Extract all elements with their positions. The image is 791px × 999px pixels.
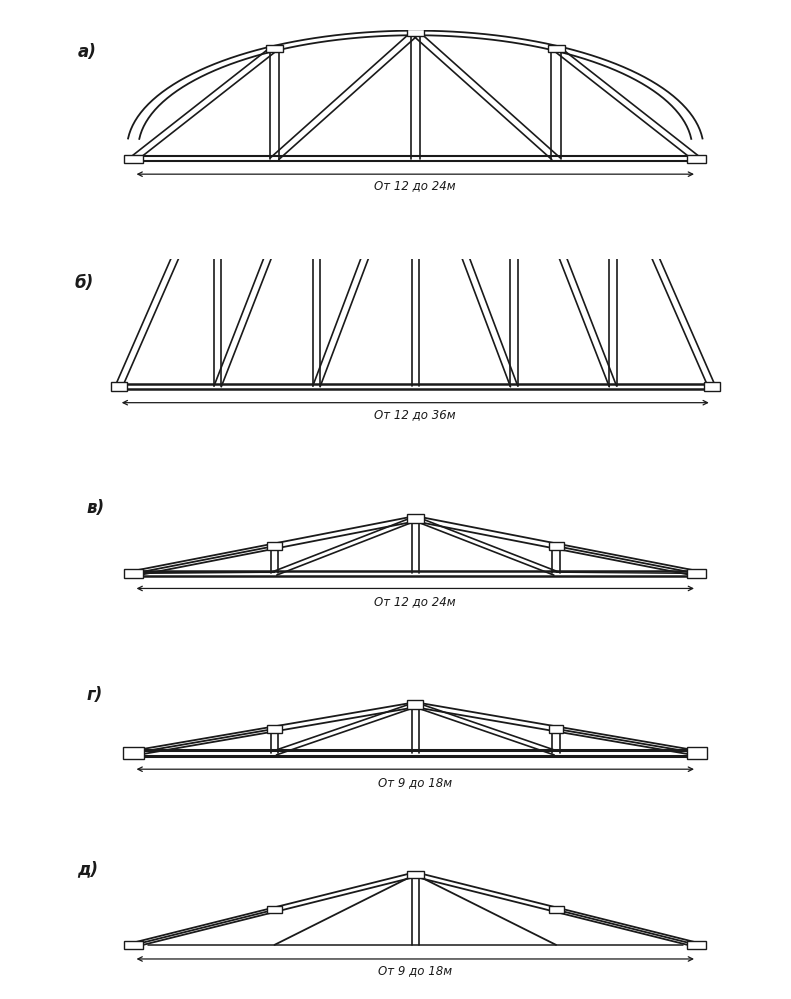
- Bar: [267, 906, 282, 913]
- Bar: [606, 157, 619, 164]
- Bar: [549, 725, 563, 733]
- Bar: [111, 382, 127, 391]
- Bar: [703, 382, 720, 391]
- Text: От 12 до 24м: От 12 до 24м: [374, 594, 456, 607]
- Bar: [124, 568, 143, 578]
- Bar: [310, 129, 324, 136]
- Bar: [687, 747, 707, 759]
- Bar: [267, 725, 282, 733]
- Bar: [124, 941, 143, 949]
- Bar: [549, 542, 563, 550]
- Bar: [687, 155, 706, 163]
- Text: а): а): [78, 43, 97, 61]
- Text: д): д): [78, 860, 98, 878]
- Text: б): б): [74, 274, 93, 292]
- Bar: [409, 121, 422, 128]
- Bar: [687, 568, 706, 578]
- Bar: [124, 155, 143, 163]
- Bar: [407, 30, 424, 36]
- Bar: [549, 906, 563, 913]
- Bar: [211, 157, 225, 164]
- Bar: [123, 747, 144, 759]
- Bar: [687, 941, 706, 949]
- Bar: [507, 129, 520, 136]
- Text: От 9 до 18м: От 9 до 18м: [378, 964, 452, 977]
- Bar: [407, 514, 424, 523]
- Bar: [407, 871, 424, 878]
- Bar: [266, 45, 283, 52]
- Text: г): г): [87, 686, 103, 704]
- Text: От 12 до 36м: От 12 до 36м: [374, 408, 456, 421]
- Text: От 9 до 18м: От 9 до 18м: [378, 776, 452, 789]
- Text: От 12 до 24м: От 12 до 24м: [374, 179, 456, 192]
- Bar: [407, 700, 423, 709]
- Bar: [267, 542, 282, 550]
- Bar: [547, 45, 565, 52]
- Text: в): в): [87, 499, 105, 516]
